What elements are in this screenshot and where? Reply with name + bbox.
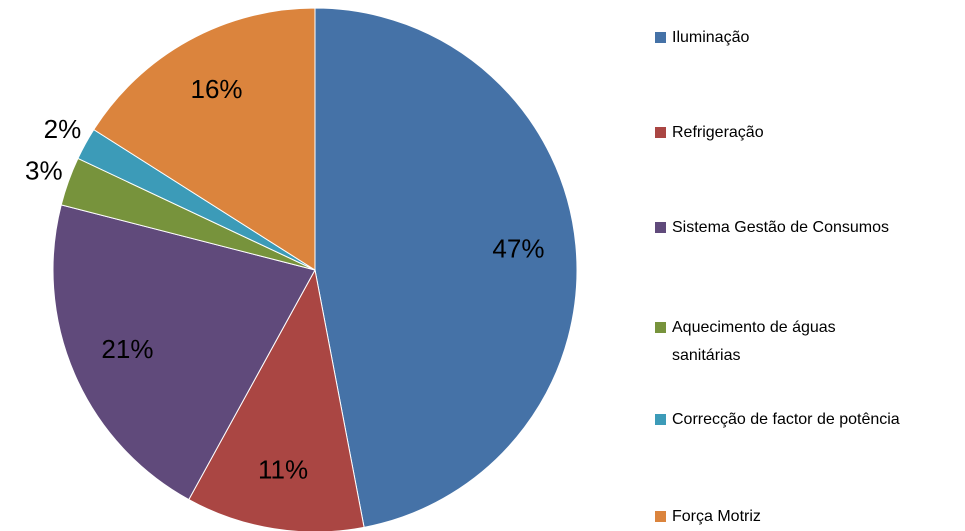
data-label: 21% bbox=[101, 334, 153, 364]
legend-label: Sistema Gestão de Consumos bbox=[672, 219, 889, 236]
legend-item: Correcção de factor de potência bbox=[655, 406, 902, 434]
legend-swatch bbox=[655, 127, 666, 138]
data-label: 2% bbox=[44, 114, 82, 144]
legend-item: Iluminação bbox=[655, 24, 902, 52]
data-label: 11% bbox=[258, 455, 308, 485]
legend-item: Refrigeração bbox=[655, 119, 902, 147]
legend-swatch bbox=[655, 511, 666, 522]
legend-swatch bbox=[655, 414, 666, 425]
pie-slice bbox=[314, 7, 578, 528]
legend-label: Força Motriz bbox=[672, 508, 761, 525]
legend-swatch bbox=[655, 32, 666, 43]
legend-label: Iluminação bbox=[672, 29, 750, 46]
legend-item: Força Motriz bbox=[655, 503, 902, 531]
data-label: 3% bbox=[25, 155, 63, 185]
legend-label: Aquecimento de águas sanitárias bbox=[672, 319, 836, 364]
legend-item: Sistema Gestão de Consumos bbox=[655, 214, 902, 242]
legend-label: Correcção de factor de potência bbox=[672, 411, 900, 428]
legend-label: Refrigeração bbox=[672, 124, 764, 141]
legend-swatch bbox=[655, 322, 666, 333]
pie-area: 47% 11% 21% 3% 2% 16% bbox=[25, 7, 578, 531]
data-label: 16% bbox=[191, 74, 243, 104]
legend-swatch bbox=[655, 222, 666, 233]
pie-slice bbox=[52, 204, 316, 501]
legend-item: Aquecimento de águas sanitárias bbox=[655, 314, 902, 370]
pie-slice bbox=[188, 268, 365, 531]
pie-slice bbox=[93, 7, 316, 271]
data-label: 47% bbox=[492, 234, 544, 264]
